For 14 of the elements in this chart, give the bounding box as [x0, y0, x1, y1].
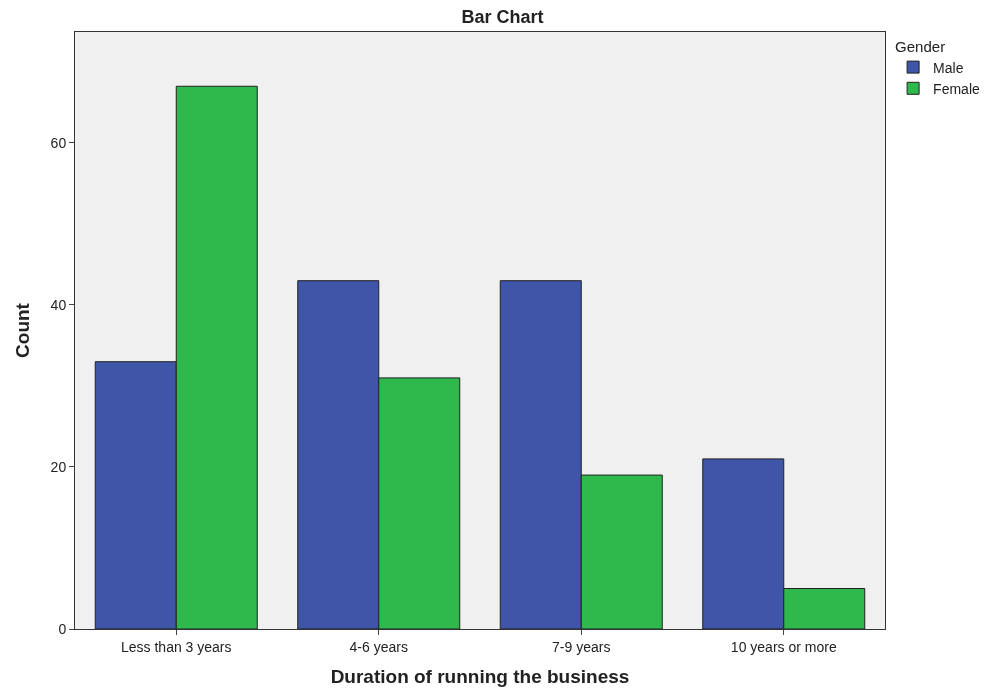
x-tick-label: 4-6 years [349, 638, 408, 655]
chart-title: Bar Chart [461, 7, 544, 28]
x-tick-label: Less than 3 years [120, 638, 232, 655]
legend-label: Female [933, 80, 980, 97]
x-tick-label: 10 years or more [730, 638, 837, 655]
x-axis-title: Duration of running the business [330, 665, 630, 687]
y-tick-label: 20 [50, 458, 67, 475]
legend-label: Male [933, 59, 964, 76]
y-tick-label: 40 [50, 296, 67, 313]
x-tick-label: 7-9 years [552, 638, 611, 655]
legend-title: Gender [895, 37, 946, 55]
y-tick-label: 0 [58, 620, 67, 637]
y-axis-title: Count [12, 302, 34, 358]
y-tick-label: 60 [50, 134, 67, 151]
